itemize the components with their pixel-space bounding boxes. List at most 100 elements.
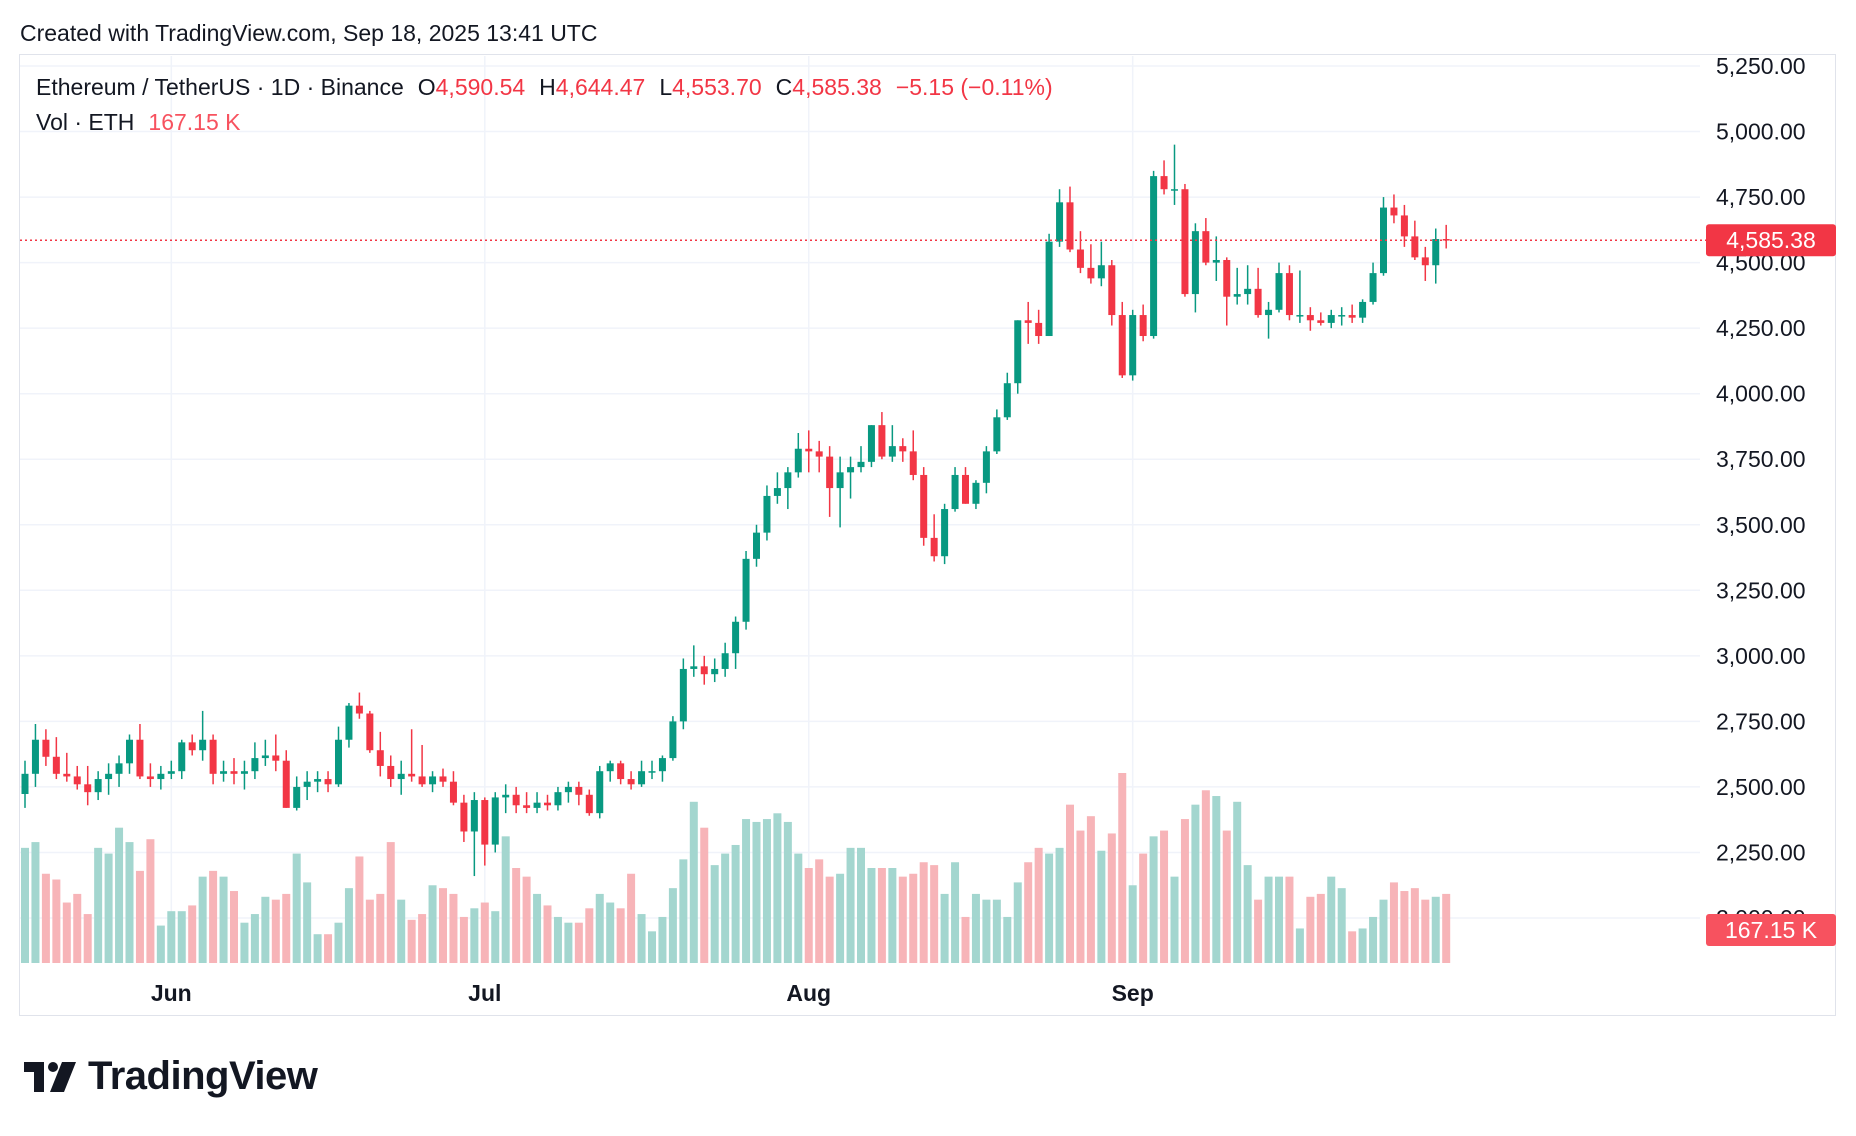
grid-layer bbox=[20, 56, 1700, 963]
volume-bar bbox=[1139, 853, 1148, 963]
candle bbox=[105, 763, 113, 795]
candle-body bbox=[1254, 288, 1262, 316]
volume-badge-text: 167.15 K bbox=[1725, 917, 1818, 943]
candlestick-chart: 2,000.002,250.002,500.002,750.003,000.00… bbox=[20, 53, 1836, 1006]
tradingview-brand[interactable]: TradingView bbox=[24, 1054, 318, 1099]
volume-bar bbox=[1128, 885, 1137, 963]
volume-bar bbox=[919, 862, 928, 963]
candle bbox=[564, 781, 572, 803]
candle bbox=[42, 729, 50, 766]
volume-bar bbox=[1254, 899, 1263, 963]
candle bbox=[1150, 170, 1158, 339]
candle-body bbox=[690, 666, 698, 669]
candle-body bbox=[847, 467, 855, 473]
candle-body bbox=[1359, 301, 1367, 318]
candle-body bbox=[1338, 315, 1346, 317]
candle-body bbox=[648, 771, 656, 773]
candle bbox=[1380, 197, 1387, 276]
candle bbox=[1338, 307, 1346, 326]
candle bbox=[188, 734, 196, 756]
volume-bar bbox=[1243, 865, 1252, 963]
candle-body bbox=[1097, 265, 1105, 279]
volume-bar bbox=[940, 893, 949, 963]
candle-body bbox=[188, 742, 196, 751]
candle bbox=[1285, 265, 1293, 321]
volume-bar bbox=[313, 934, 322, 963]
candle bbox=[993, 409, 1001, 454]
candle bbox=[951, 467, 959, 512]
candle-body bbox=[1380, 207, 1387, 274]
volume-bar bbox=[428, 885, 437, 963]
candle bbox=[1327, 309, 1335, 329]
volume-bar bbox=[52, 879, 61, 963]
volume-bar bbox=[1442, 893, 1451, 963]
y-tick-label: 3,000.00 bbox=[1716, 643, 1806, 669]
volume-bar bbox=[397, 899, 406, 963]
candle bbox=[126, 734, 133, 774]
candle-body bbox=[899, 446, 907, 452]
volume-bar bbox=[616, 908, 625, 963]
candle-body bbox=[52, 756, 60, 774]
volume-bar bbox=[271, 899, 280, 963]
candle-body bbox=[700, 666, 708, 675]
candle bbox=[199, 710, 207, 761]
volume-bar bbox=[1233, 801, 1242, 963]
candle-body bbox=[1432, 239, 1440, 266]
candle bbox=[638, 760, 646, 787]
candle-body bbox=[21, 773, 29, 795]
candle-body bbox=[84, 784, 92, 793]
y-tick-label: 5,250.00 bbox=[1716, 53, 1806, 79]
candle-body bbox=[1296, 315, 1304, 317]
candle-body bbox=[1150, 176, 1158, 337]
volume-bar bbox=[710, 865, 719, 963]
candle bbox=[1035, 309, 1043, 344]
candle bbox=[491, 792, 499, 853]
volume-bar bbox=[1316, 893, 1325, 963]
y-tick-label: 2,250.00 bbox=[1716, 839, 1806, 865]
candle-body bbox=[523, 805, 531, 808]
volume-bar bbox=[439, 888, 447, 963]
volume-bar bbox=[961, 916, 970, 963]
candle bbox=[878, 412, 886, 460]
volume-bar bbox=[1264, 876, 1273, 963]
candle bbox=[1306, 307, 1314, 331]
candle-body bbox=[711, 668, 719, 675]
volume-bar bbox=[365, 899, 374, 963]
volume-bar bbox=[1212, 796, 1221, 963]
candle-body bbox=[721, 653, 729, 669]
volume-bar bbox=[804, 868, 813, 963]
candle-body bbox=[627, 779, 635, 785]
candle-body bbox=[857, 461, 865, 468]
candle bbox=[220, 760, 228, 782]
volume-bar bbox=[867, 868, 876, 963]
candle bbox=[1223, 257, 1231, 326]
candle-body bbox=[679, 668, 687, 722]
volume-bar bbox=[1379, 899, 1388, 963]
volume-bar bbox=[480, 902, 489, 963]
candle bbox=[690, 645, 698, 677]
candle-body bbox=[199, 739, 207, 751]
candle-body bbox=[554, 792, 562, 806]
candle-body bbox=[126, 739, 133, 764]
candle-body bbox=[387, 765, 395, 780]
candle-body bbox=[533, 802, 541, 808]
candle bbox=[115, 755, 123, 787]
volume-bar bbox=[585, 908, 594, 963]
open-value: 4,590.54 bbox=[435, 74, 526, 100]
volume-bar bbox=[1076, 830, 1085, 963]
candle bbox=[1160, 160, 1168, 195]
candle-body bbox=[920, 474, 928, 538]
candle bbox=[1275, 262, 1283, 313]
candle bbox=[1181, 183, 1189, 297]
chart-legend: Ethereum / TetherUS · 1D · Binance O 4,5… bbox=[36, 74, 1053, 144]
volume-bar bbox=[21, 847, 29, 963]
candle bbox=[460, 794, 468, 842]
volume-bar bbox=[773, 813, 782, 963]
candle bbox=[146, 763, 154, 787]
candle bbox=[1108, 259, 1116, 326]
volume-bar bbox=[1180, 819, 1189, 963]
candle-body bbox=[669, 721, 677, 759]
volume-bar bbox=[156, 925, 165, 963]
candle bbox=[679, 658, 687, 730]
y-tick-label: 5,000.00 bbox=[1716, 119, 1806, 145]
